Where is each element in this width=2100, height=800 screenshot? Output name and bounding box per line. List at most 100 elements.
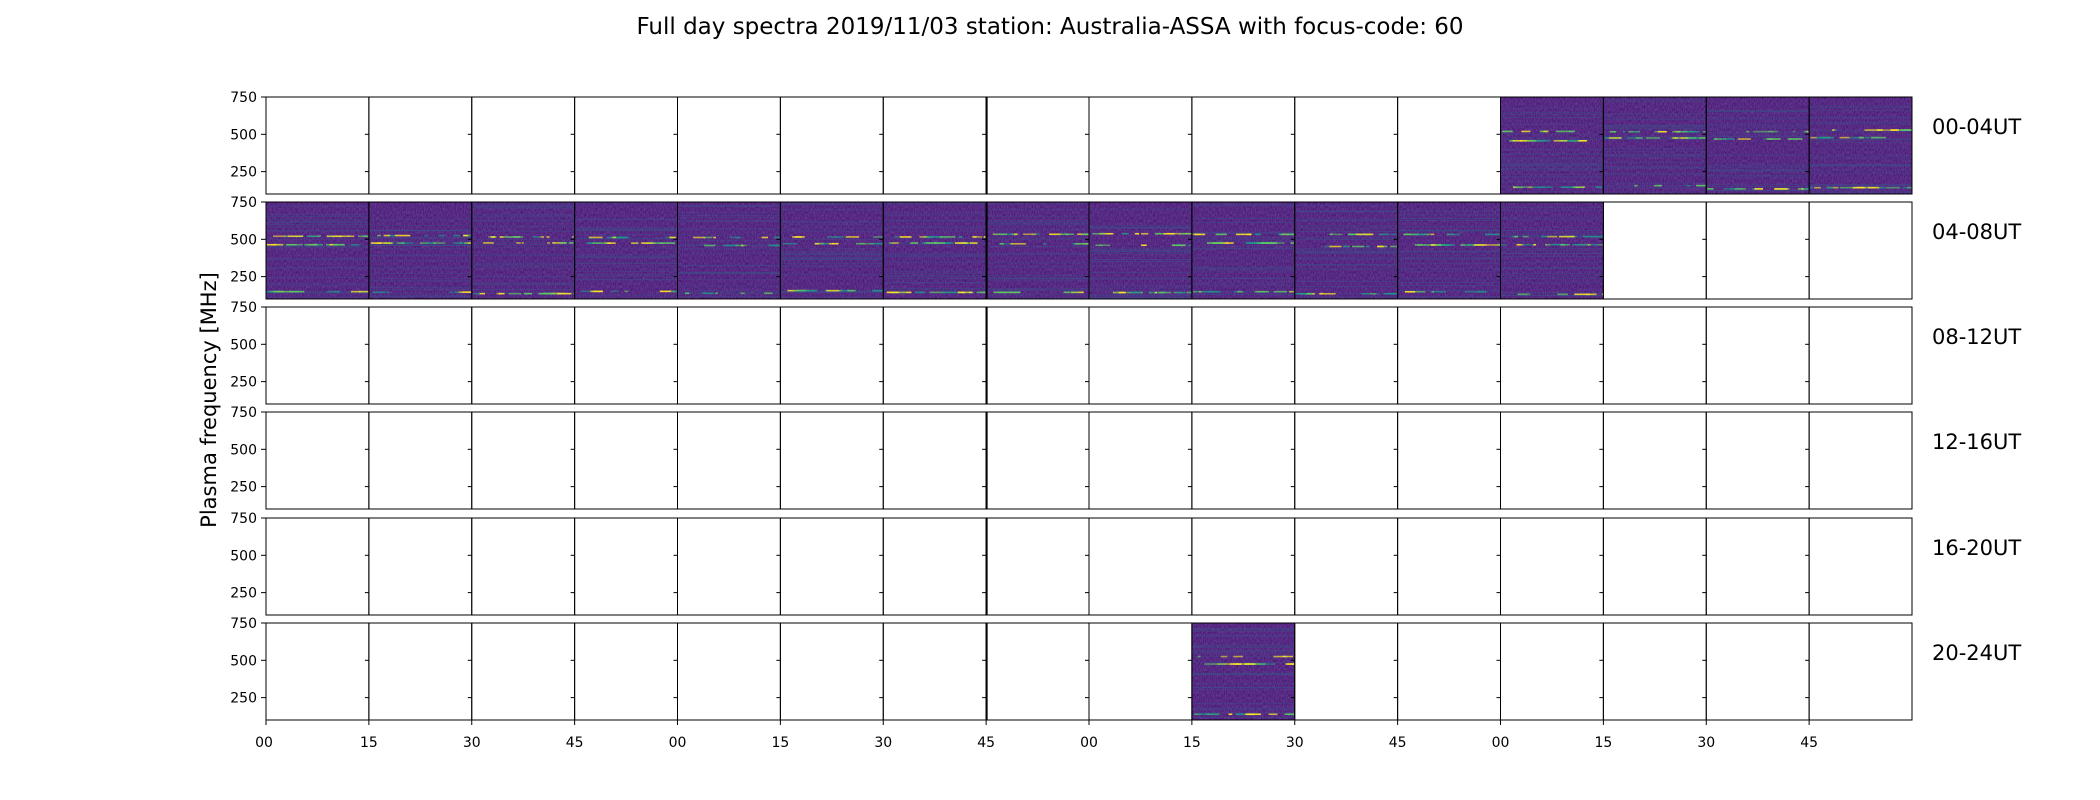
spectrogram-streak: [1089, 208, 1192, 210]
spectrogram-streak: [1191, 646, 1295, 648]
spectrogram-streak: [1397, 296, 1501, 297]
emission-band: [831, 242, 839, 245]
spectrogram-streak: [1500, 164, 1604, 166]
emission-band: [619, 236, 627, 239]
emission-band: [1531, 186, 1546, 189]
emission-band: [1574, 293, 1591, 296]
y-tick-label: 500: [230, 232, 257, 248]
spectrogram-streak: [1603, 191, 1707, 193]
spectrogram-streak: [677, 204, 781, 206]
emission-band: [892, 291, 907, 294]
spectrogram-streak: [266, 230, 369, 232]
spectrogram-streak: [1603, 166, 1707, 168]
spectrogram-panel: [574, 202, 678, 299]
panel-frame: [1397, 96, 1501, 195]
emission-band: [1273, 290, 1287, 293]
panel-frame: [574, 306, 678, 405]
y-tick-label: 250: [230, 586, 257, 602]
spectrogram-streak: [780, 248, 884, 249]
spectrogram-streak: [1500, 230, 1604, 232]
y-tick-label: 750: [230, 616, 257, 632]
spectrogram-streak: [1089, 271, 1192, 273]
emission-band: [1561, 140, 1576, 142]
spectrogram-streak: [1500, 273, 1604, 275]
spectrogram-streak: [471, 225, 575, 227]
emission-band: [1792, 130, 1795, 133]
emission-band: [1541, 235, 1548, 238]
spectrogram-streak: [780, 292, 884, 294]
emission-band: [942, 242, 954, 244]
emission-band: [572, 236, 575, 238]
x-tick-label: 30: [1286, 735, 1304, 751]
spectra-row-16-20UT: 750 500 250 16-20UT: [230, 511, 2021, 616]
emission-band: [1788, 138, 1803, 140]
emission-band: [1010, 243, 1026, 245]
spectrogram-streak: [1397, 278, 1501, 280]
spectrogram-streak: [1089, 226, 1192, 228]
emission-band: [1870, 136, 1886, 139]
spectrogram-streak: [1500, 277, 1604, 279]
y-axis-label: Plasma frequency [MHz]: [197, 272, 221, 528]
emission-band: [1149, 291, 1165, 294]
y-tick-label: 250: [230, 691, 257, 707]
spectrogram-streak: [883, 278, 987, 279]
emission-band: [702, 292, 714, 295]
spectrogram-streak: [1191, 712, 1295, 714]
panel-frame: [1808, 96, 1913, 195]
spectrogram-streak: [266, 238, 369, 240]
spectrogram-streak: [1294, 258, 1398, 260]
emission-band: [1469, 244, 1475, 246]
spectrogram-streak: [1706, 175, 1810, 176]
y-tick-label: 500: [230, 337, 257, 353]
spectrogram-streak: [1706, 123, 1810, 125]
emission-band: [1383, 292, 1398, 295]
spectrogram-streak: [677, 217, 781, 218]
emission-band: [1521, 243, 1534, 246]
emission-band: [1178, 244, 1185, 247]
emission-band: [587, 242, 592, 244]
spectrogram-streak: [780, 291, 884, 293]
emission-band: [797, 289, 806, 292]
spectrogram-streak: [1500, 168, 1604, 170]
spectrogram-streak: [471, 288, 575, 290]
spectrogram-streak: [1809, 141, 1912, 143]
y-tick-label: 750: [230, 511, 257, 527]
spectrogram-streak: [368, 295, 472, 297]
emission-band: [1543, 130, 1549, 133]
emission-band: [383, 234, 391, 237]
spectrogram-streak: [266, 285, 369, 286]
emission-band: [1528, 293, 1531, 296]
spectrogram-streak: [1191, 709, 1295, 710]
panel-frame: [882, 306, 987, 405]
spectrogram-streak: [1706, 190, 1810, 192]
y-tick-label: 750: [230, 405, 257, 421]
emission-band: [1832, 129, 1835, 131]
spectrogram-streak: [1706, 110, 1810, 111]
emission-band: [1672, 137, 1681, 139]
emission-band: [1723, 188, 1728, 190]
spectrogram-streak: [1191, 267, 1295, 268]
emission-band: [1765, 130, 1779, 133]
emission-band: [588, 236, 603, 239]
emission-band: [1903, 186, 1909, 189]
spectrogram-streak: [1397, 210, 1501, 212]
emission-band: [648, 242, 664, 244]
emission-band: [1113, 291, 1124, 294]
spectrogram-streak: [1191, 628, 1295, 629]
spectrogram-streak: [780, 231, 884, 233]
spectrogram-streak: [1603, 161, 1707, 163]
spectrogram-streak: [1500, 107, 1604, 109]
spectrogram-streak: [368, 255, 472, 257]
spectrogram-streak: [1809, 155, 1912, 157]
spectrogram-streak: [1809, 190, 1912, 192]
spectrogram-streak: [1500, 170, 1604, 171]
spectrogram-streak: [1294, 230, 1398, 232]
emission-band: [1328, 245, 1342, 248]
emission-band: [787, 289, 796, 292]
spectrogram-streak: [1706, 190, 1810, 192]
emission-band: [1486, 244, 1501, 246]
spectrogram-streak: [1089, 260, 1192, 262]
spectrogram-noise: [986, 202, 1089, 299]
spectrogram-streak: [1500, 227, 1604, 229]
emission-band: [709, 292, 714, 295]
